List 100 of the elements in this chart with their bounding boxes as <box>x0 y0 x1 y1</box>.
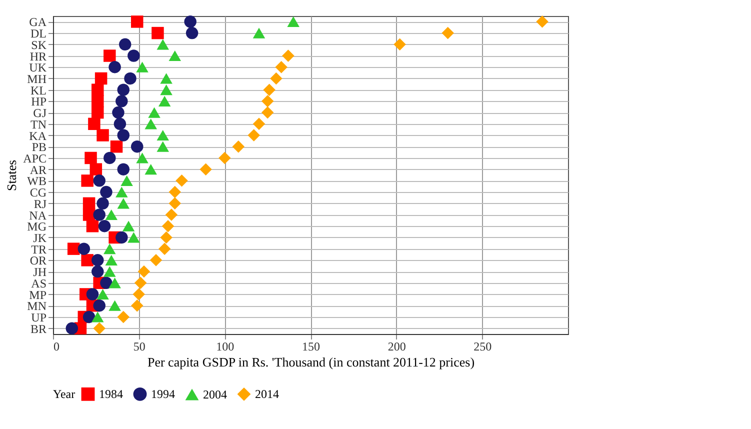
point <box>158 96 171 106</box>
point <box>134 276 147 290</box>
point <box>117 163 130 176</box>
y-tick-label: AR <box>30 162 46 177</box>
point <box>117 310 130 324</box>
point <box>130 140 144 153</box>
point <box>270 72 282 85</box>
point <box>88 118 100 130</box>
point <box>132 288 145 300</box>
point <box>156 130 169 141</box>
point <box>98 220 111 232</box>
point <box>67 242 80 255</box>
point <box>116 231 128 244</box>
point <box>94 72 108 85</box>
point <box>92 95 104 108</box>
point <box>90 163 102 176</box>
y-tick-label: HR <box>30 49 46 64</box>
point <box>248 129 260 142</box>
point <box>92 265 104 278</box>
point <box>105 254 118 266</box>
point <box>176 174 188 187</box>
point <box>252 118 266 130</box>
x-tick-label: 150 <box>302 340 320 354</box>
point <box>92 254 104 266</box>
x-tick-label: 0 <box>54 340 60 354</box>
point <box>160 84 172 96</box>
point <box>118 38 132 51</box>
point <box>96 197 109 210</box>
point <box>442 26 454 40</box>
point <box>104 244 116 254</box>
point <box>86 288 99 300</box>
point <box>536 16 548 28</box>
y-tick-label: KA <box>29 128 47 143</box>
legend-label: 2014 <box>255 387 279 402</box>
point <box>158 242 171 255</box>
point <box>150 254 162 266</box>
point <box>144 164 157 175</box>
point <box>108 278 121 288</box>
point <box>116 186 128 198</box>
point <box>104 50 116 62</box>
point <box>100 186 112 198</box>
point <box>200 163 212 176</box>
point <box>114 118 126 130</box>
point <box>232 140 245 153</box>
point <box>92 84 104 96</box>
point <box>168 50 182 62</box>
y-axis-title: States <box>4 160 20 192</box>
point <box>93 299 106 312</box>
point <box>82 310 96 324</box>
point <box>105 209 118 220</box>
x-tick-label: 100 <box>216 340 234 354</box>
point <box>130 16 144 28</box>
legend-title: Year <box>53 387 76 401</box>
x-tick-label: 250 <box>474 340 492 354</box>
y-tick-label: KL <box>30 83 46 98</box>
point <box>136 152 148 164</box>
point <box>108 60 121 74</box>
point <box>86 220 99 232</box>
y-tick-label: TR <box>31 242 46 256</box>
x-axis-title: Per capita GSDP in Rs. 'Thousand (in constant 2011-12 prices) <box>147 354 475 370</box>
point <box>144 118 157 130</box>
point <box>162 220 174 232</box>
point <box>138 265 150 278</box>
point <box>108 300 121 311</box>
point <box>130 299 144 312</box>
legend-label: 2004 <box>203 388 227 402</box>
point <box>394 38 406 51</box>
point <box>152 26 164 40</box>
point <box>261 106 274 119</box>
point <box>122 220 135 232</box>
point <box>165 208 178 221</box>
point <box>93 208 106 221</box>
point <box>287 16 300 27</box>
point <box>104 266 116 277</box>
point <box>184 16 196 28</box>
x-tick-label: 200 <box>388 340 406 354</box>
point <box>117 129 130 142</box>
point <box>275 60 288 74</box>
point <box>116 95 128 108</box>
point <box>148 107 160 118</box>
point <box>263 84 276 96</box>
point <box>160 73 172 84</box>
point <box>128 50 140 62</box>
point <box>124 72 136 85</box>
point <box>117 84 130 96</box>
point <box>168 197 182 210</box>
point <box>168 186 182 198</box>
point <box>117 198 130 209</box>
point <box>252 28 266 38</box>
y-tick-label: BR <box>30 322 46 336</box>
point <box>81 174 94 187</box>
point <box>261 95 274 108</box>
y-tick-label: NA <box>29 208 47 222</box>
y-tick-label: GA <box>29 15 47 30</box>
point <box>96 288 109 300</box>
point <box>93 174 106 187</box>
point <box>218 152 231 164</box>
x-tick-label: 50 <box>133 340 146 354</box>
y-tick-label: OR <box>30 254 46 268</box>
y-tick-label: WB <box>27 174 46 188</box>
